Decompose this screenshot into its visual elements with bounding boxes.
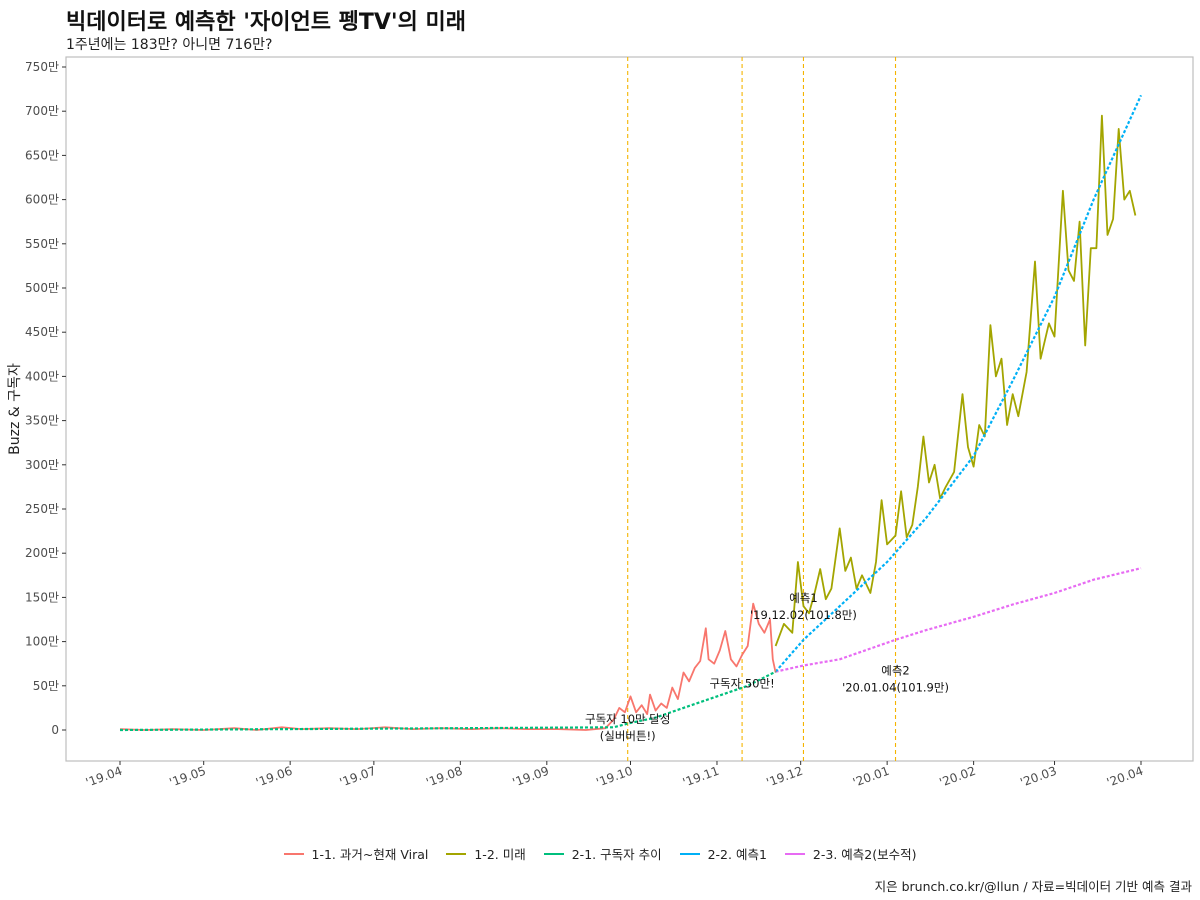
x-tick-label: '19.09 xyxy=(511,764,551,790)
legend-item-viral: 1-1. 과거~현재 Viral xyxy=(283,844,429,863)
y-tick-label: 100만 xyxy=(25,635,59,649)
y-axis-title: Buzz & 구독자 xyxy=(7,363,23,455)
series-line-pred2 xyxy=(775,567,1142,673)
y-tick-label: 300만 xyxy=(25,458,59,472)
annotation-line: 구독자 10만 달성 xyxy=(585,712,670,726)
legend-item-pred1: 2-2. 예측1 xyxy=(679,844,767,863)
chart-title: 빅데이터로 예측한 '자이언트 펭TV'의 미래 xyxy=(66,10,466,35)
legend-label: 2-2. 예측1 xyxy=(707,847,767,862)
x-tick-label: '19.12 xyxy=(765,764,805,790)
annotation-label: 예측1 '19.12.02(101.8만) xyxy=(750,591,857,622)
legend-label: 2-1. 구독자 추이 xyxy=(571,847,662,862)
series-line-viral xyxy=(119,602,777,731)
x-tick-label: '19.04 xyxy=(84,764,124,790)
y-tick-label: 750만 xyxy=(25,60,59,74)
legend-label: 1-1. 과거~현재 Viral xyxy=(311,847,429,862)
legend-swatch xyxy=(543,852,564,855)
y-tick-label: 150만 xyxy=(25,590,59,604)
y-tick-label: 0 xyxy=(51,723,59,737)
y-tick-label: 400만 xyxy=(25,369,59,383)
x-tick-label: '20.04 xyxy=(1105,764,1145,790)
annotation-label: 구독자 50만! xyxy=(709,677,774,691)
y-tick-label: 200만 xyxy=(25,546,59,560)
x-tick-label: '19.06 xyxy=(254,764,294,790)
legend-swatch xyxy=(784,852,805,855)
y-tick-label: 600만 xyxy=(25,193,59,207)
x-tick-label: '19.05 xyxy=(168,764,208,790)
x-tick-label: '20.01 xyxy=(851,764,891,790)
x-tick-label: '19.11 xyxy=(681,764,721,790)
x-tick-label: '19.08 xyxy=(424,764,464,790)
annotation-line: '19.12.02(101.8만) xyxy=(750,608,857,622)
annotation-line: (실버버튼!) xyxy=(600,729,656,743)
series-line-pred1 xyxy=(774,94,1143,673)
annotation-label: 예측2 '20.01.04(101.9만) xyxy=(842,663,949,694)
series-line-subs xyxy=(119,670,777,732)
y-tick-label: 500만 xyxy=(25,281,59,295)
annotation-line: '20.01.04(101.9만) xyxy=(842,680,949,694)
x-tick-label: '20.02 xyxy=(937,764,977,790)
x-tick-label: '19.10 xyxy=(594,764,634,790)
x-tick-label: '20.03 xyxy=(1018,764,1058,790)
legend-item-pred2: 2-3. 예측2(보수적) xyxy=(784,844,917,863)
legend-item-future: 1-2. 미래 xyxy=(446,844,526,863)
annotation-label: 구독자 10만 달성 (실버버튼!) xyxy=(585,712,670,743)
y-tick-label: 550만 xyxy=(25,237,59,251)
y-tick-label: 650만 xyxy=(25,148,59,162)
source-caption: 지은 brunch.co.kr/@llun / 자료=빅데이터 기반 예측 결과 xyxy=(874,879,1192,894)
legend-label: 2-3. 예측2(보수적) xyxy=(812,847,917,862)
annotation-line: 구독자 50만! xyxy=(709,677,774,691)
annotation-line: 예측2 xyxy=(881,663,909,677)
y-tick-label: 50만 xyxy=(33,679,59,693)
legend-swatch xyxy=(446,852,467,855)
annotation-line: 예측1 xyxy=(789,591,817,605)
y-tick-label: 250만 xyxy=(25,502,59,516)
series-line-future xyxy=(774,114,1137,647)
legend-label: 1-2. 미래 xyxy=(474,847,526,862)
chart-subtitle: 1주년에는 183만? 아니면 716만? xyxy=(66,37,273,53)
plot-panel-border xyxy=(65,56,1194,762)
legend-swatch xyxy=(679,852,700,855)
x-tick-label: '19.07 xyxy=(338,764,378,790)
y-tick-label: 700만 xyxy=(25,104,59,118)
y-tick-label: 450만 xyxy=(25,325,59,339)
legend-swatch xyxy=(283,852,304,855)
chart-legend: 1-1. 과거~현재 Viral 1-2. 미래 2-1. 구독자 추이 2-2. 예… xyxy=(0,844,1200,863)
legend-item-subs: 2-1. 구독자 추이 xyxy=(543,844,662,863)
y-tick-label: 350만 xyxy=(25,414,59,428)
